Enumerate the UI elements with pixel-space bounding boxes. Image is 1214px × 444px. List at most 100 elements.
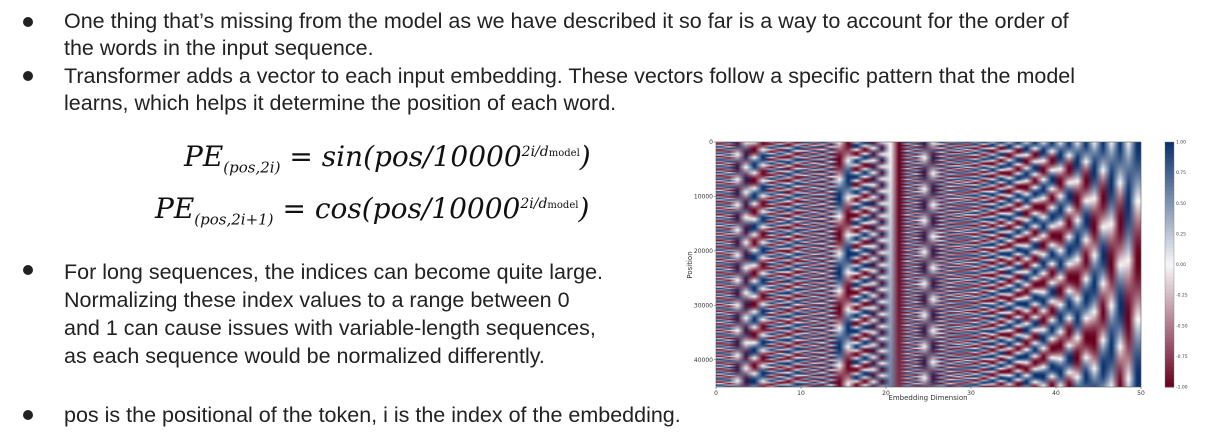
formula-exponent: 2i/d [521,143,549,160]
formula-exponent-sub: model [548,147,580,159]
colorbar-segment [1165,178,1174,184]
colorbar-tick-label: -0.75 [1176,354,1188,360]
x-tick-label: 0 [714,390,718,397]
colorbar-segment [1165,235,1174,241]
text-line: One thing that’s missing from the model … [64,9,1069,33]
colorbar-segment [1165,342,1174,347]
colorbar-tick-label: -0.25 [1176,293,1188,299]
formula-close: ) [578,192,590,225]
y-tick-label: 40000 [694,357,713,364]
formula-cos: PE(pos,2i+1) = cos(pos/100002i/dmodel) [155,192,589,229]
colorbar-segment [1165,207,1174,212]
colorbar-segment [1165,358,1174,363]
text-line: Normalizing these index values to a rang… [64,288,570,312]
formula-function: sin [321,140,364,173]
colorbar-segment [1165,321,1174,327]
colorbar-segment [1165,158,1174,163]
bullet-text-normalization: For long sequences, the indices can beco… [64,258,603,370]
colorbar-segment [1165,338,1174,343]
colorbar-segment [1165,293,1174,298]
colorbar-segment [1165,301,1174,306]
formula-exponent: 2i/d [520,195,548,212]
colorbar-segment [1165,211,1174,216]
colorbar-segment [1165,227,1174,233]
formula-function: cos [314,192,362,225]
text-line: and 1 can cause issues with variable-len… [64,316,596,340]
y-tick-label: 30000 [694,302,713,309]
colorbar-segment [1165,223,1174,229]
colorbar-segment [1165,362,1174,368]
formula-close: ) [579,140,591,173]
colorbar-tick-label: 0.50 [1176,201,1186,207]
bullet-dot [23,71,33,81]
x-axis-ticks: 0 10 20 30 40 50 [714,387,1145,397]
colorbar-segment [1165,231,1174,237]
heatmap-cells [716,142,1141,387]
plot-frame [715,141,1142,388]
colorbar-segment [1165,191,1174,196]
x-tick-label: 30 [967,390,975,397]
x-axis-label: Embedding Dimension [888,394,967,402]
colorbar-segment [1165,280,1174,286]
bullet-dot [23,410,33,420]
colorbar-tick-label: -1.00 [1176,385,1188,391]
text-line: Transformer adds a vector to each input … [64,64,1076,88]
colorbar-ticks: 1.00 0.75 0.50 0.25 0.00 -0.25 -0.50 -0.75 -1.00 [1176,140,1188,391]
colorbar-segment [1165,305,1174,310]
colorbar-segment [1165,366,1174,372]
colorbar-segment [1165,146,1174,151]
colorbar-segment [1165,215,1174,221]
colorbar-segment [1165,268,1174,274]
colorbar-frame [1164,141,1175,388]
colorbar-segment [1165,174,1174,180]
bullet-dot [23,17,33,27]
formula-equals: = [289,140,313,173]
colorbar-tick-label: 0.00 [1176,262,1186,268]
colorbar-segment [1165,329,1174,335]
colorbar-segment [1165,203,1174,208]
colorbar-segment [1165,325,1174,331]
colorbar-segment [1165,150,1174,155]
colorbar-segment [1165,276,1174,282]
formula-pe: PE [184,140,224,173]
colorbar-segment [1165,166,1174,172]
x-tick-label: 50 [1137,390,1145,397]
colorbar-segment [1165,162,1174,167]
colorbar [1164,141,1175,388]
colorbar-segment [1165,195,1174,200]
formula-pe: PE [155,192,195,225]
colorbar-segment [1165,182,1174,188]
y-tick-label: 0 [709,139,713,146]
y-tick-label: 20000 [694,248,713,255]
colorbar-segment [1165,272,1174,278]
colorbar-tick-label: 1.00 [1176,140,1186,146]
x-tick-label: 20 [882,390,890,397]
colorbar-segment [1165,256,1174,261]
x-tick-label: 10 [797,390,805,397]
formula-subscript: (pos,2i) [223,158,281,177]
colorbar-segment [1165,350,1174,355]
colorbar-segment [1165,378,1174,384]
colorbar-segment [1165,374,1174,380]
bullet-dot [23,265,33,275]
colorbar-segment [1165,142,1174,147]
colorbar-segment [1165,154,1174,159]
colorbar-segment [1165,186,1174,192]
colorbar-segment [1165,289,1174,294]
colorbar-tick-label: -0.50 [1176,323,1188,329]
colorbar-segment [1165,284,1174,290]
formula-equals: = [282,192,306,225]
colorbar-segment [1165,309,1174,314]
bullet-text-definitions: pos is the positional of the token, i is… [64,402,681,429]
text-line: pos is the positional of the token, i is… [64,403,681,427]
formula-argument: (pos/10000 [361,192,521,225]
colorbar-segment [1165,219,1174,225]
text-line: as each sequence would be normalized dif… [64,344,545,368]
formula-exponent-sub: model [547,199,579,211]
text-line: the words in the input sequence. [64,36,374,60]
formula-subscript: (pos,2i+1) [194,210,274,229]
colorbar-segment [1165,170,1174,176]
colorbar-segment [1165,260,1174,265]
y-axis-ticks: 0 10000 20000 30000 40000 [694,139,716,364]
colorbar-segment [1165,240,1174,245]
